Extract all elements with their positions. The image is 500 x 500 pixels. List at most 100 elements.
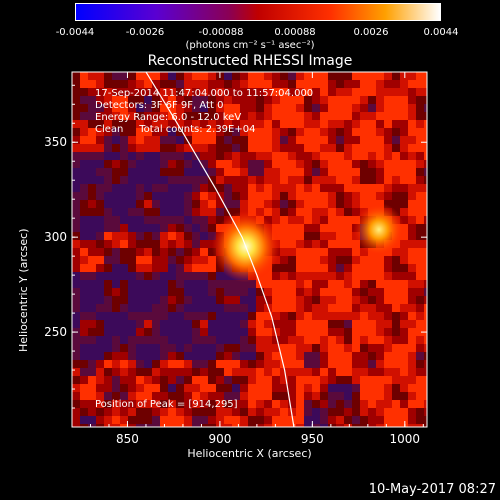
- heatmap-cell: [216, 272, 224, 280]
- heatmap-cell: [160, 304, 168, 312]
- heatmap-cell: [200, 328, 208, 336]
- y-tick-label: 250: [44, 325, 67, 339]
- heatmap-cell: [344, 416, 352, 424]
- heatmap-cell: [120, 144, 128, 152]
- heatmap-cell: [176, 344, 184, 352]
- heatmap-cell: [320, 176, 328, 184]
- heatmap-cell: [368, 400, 376, 408]
- heatmap-cell: [216, 352, 224, 360]
- heatmap-cell: [136, 248, 144, 256]
- heatmap-cell: [296, 128, 304, 136]
- heatmap-cell: [272, 208, 280, 216]
- annotation-time-range: 17-Sep-2014 11:47:04.000 to 11:57:04.000: [95, 88, 314, 99]
- heatmap-cell: [88, 80, 96, 88]
- heatmap-cell: [304, 320, 312, 328]
- heatmap-cell: [160, 232, 168, 240]
- heatmap-cell: [216, 112, 224, 120]
- heatmap-cell: [160, 336, 168, 344]
- heatmap-cell: [192, 160, 200, 168]
- heatmap-cell: [264, 280, 272, 288]
- colorbar-tick-label: -0.00088: [198, 27, 244, 38]
- heatmap-cell: [112, 104, 120, 112]
- heatmap-cell: [336, 160, 344, 168]
- peak-position-label: Position of Peak = [914,295]: [95, 399, 238, 410]
- heatmap-cell: [208, 72, 216, 80]
- heatmap-cell: [336, 352, 344, 360]
- heatmap-cell: [160, 328, 168, 336]
- heatmap-cell: [368, 376, 376, 384]
- heatmap-cell: [168, 200, 176, 208]
- heatmap-cell: [400, 160, 408, 168]
- heatmap-cell: [248, 280, 256, 288]
- heatmap-cell: [256, 152, 264, 160]
- heatmap-cell: [160, 240, 168, 248]
- heatmap-cell: [152, 336, 160, 344]
- heatmap-cell: [312, 104, 320, 112]
- heatmap-cell: [200, 336, 208, 344]
- heatmap-cell: [144, 232, 152, 240]
- heatmap-cell: [240, 200, 248, 208]
- heatmap-cell: [264, 392, 272, 400]
- heatmap-cell: [80, 96, 88, 104]
- heatmap-cell: [112, 360, 120, 368]
- heatmap-cell: [240, 128, 248, 136]
- heatmap-cell: [184, 424, 192, 427]
- heatmap-cell: [424, 120, 427, 128]
- heatmap-cell: [312, 136, 320, 144]
- heatmap-cell: [128, 96, 136, 104]
- heatmap-cell: [384, 352, 392, 360]
- heatmap-cell: [288, 144, 296, 152]
- heatmap-cell: [88, 368, 96, 376]
- heatmap-cell: [336, 416, 344, 424]
- heatmap-cell: [416, 72, 424, 80]
- heatmap-cell: [368, 256, 376, 264]
- solar-limb-curve: [145, 72, 295, 427]
- heatmap-cell: [288, 240, 296, 248]
- heatmap-cell: [200, 384, 208, 392]
- annotation-energy-range: Energy Range: 6.0 - 12.0 keV: [95, 112, 242, 123]
- heatmap-cell: [368, 408, 376, 416]
- heatmap-cell: [360, 184, 368, 192]
- heatmap-cell: [72, 168, 80, 176]
- heatmap-cell: [384, 152, 392, 160]
- heatmap-cell: [384, 312, 392, 320]
- heatmap-cell: [120, 216, 128, 224]
- heatmap-cell: [256, 136, 264, 144]
- heatmap-cell: [336, 264, 344, 272]
- heatmap-cell: [280, 312, 288, 320]
- heatmap-cell: [104, 104, 112, 112]
- heatmap-cell: [304, 256, 312, 264]
- heatmap-cell: [344, 224, 352, 232]
- heatmap-cell: [264, 352, 272, 360]
- heatmap-cell: [312, 200, 320, 208]
- heatmap-cell: [400, 352, 408, 360]
- heatmap-cell: [368, 272, 376, 280]
- heatmap-cell: [120, 328, 128, 336]
- heatmap-cell: [272, 216, 280, 224]
- heatmap-cell: [80, 248, 88, 256]
- heatmap-cell: [256, 120, 264, 128]
- heatmap-cell: [80, 416, 88, 424]
- heatmap-cell: [400, 176, 408, 184]
- heatmap-cell: [224, 88, 232, 96]
- heatmap-cell: [408, 400, 416, 408]
- heatmap-cell: [264, 328, 272, 336]
- heatmap-cell: [288, 112, 296, 120]
- heatmap-cell: [192, 360, 200, 368]
- heatmap-cell: [408, 112, 416, 120]
- heatmap-cell: [400, 280, 408, 288]
- heatmap-cell: [336, 88, 344, 96]
- heatmap-cell: [408, 384, 416, 392]
- heatmap-cell: [128, 424, 136, 427]
- heatmap-cell: [424, 248, 427, 256]
- heatmap-cell: [320, 272, 328, 280]
- x-axis: 850 900 950 1000: [89, 72, 424, 446]
- heatmap-cell: [376, 120, 384, 128]
- heatmap-cell: [72, 120, 80, 128]
- heatmap-cell: [112, 288, 120, 296]
- heatmap-cell: [224, 328, 232, 336]
- heatmap-cell: [128, 72, 136, 80]
- heatmap-cell: [312, 160, 320, 168]
- heatmap-cell: [288, 376, 296, 384]
- heatmap-cell: [368, 320, 376, 328]
